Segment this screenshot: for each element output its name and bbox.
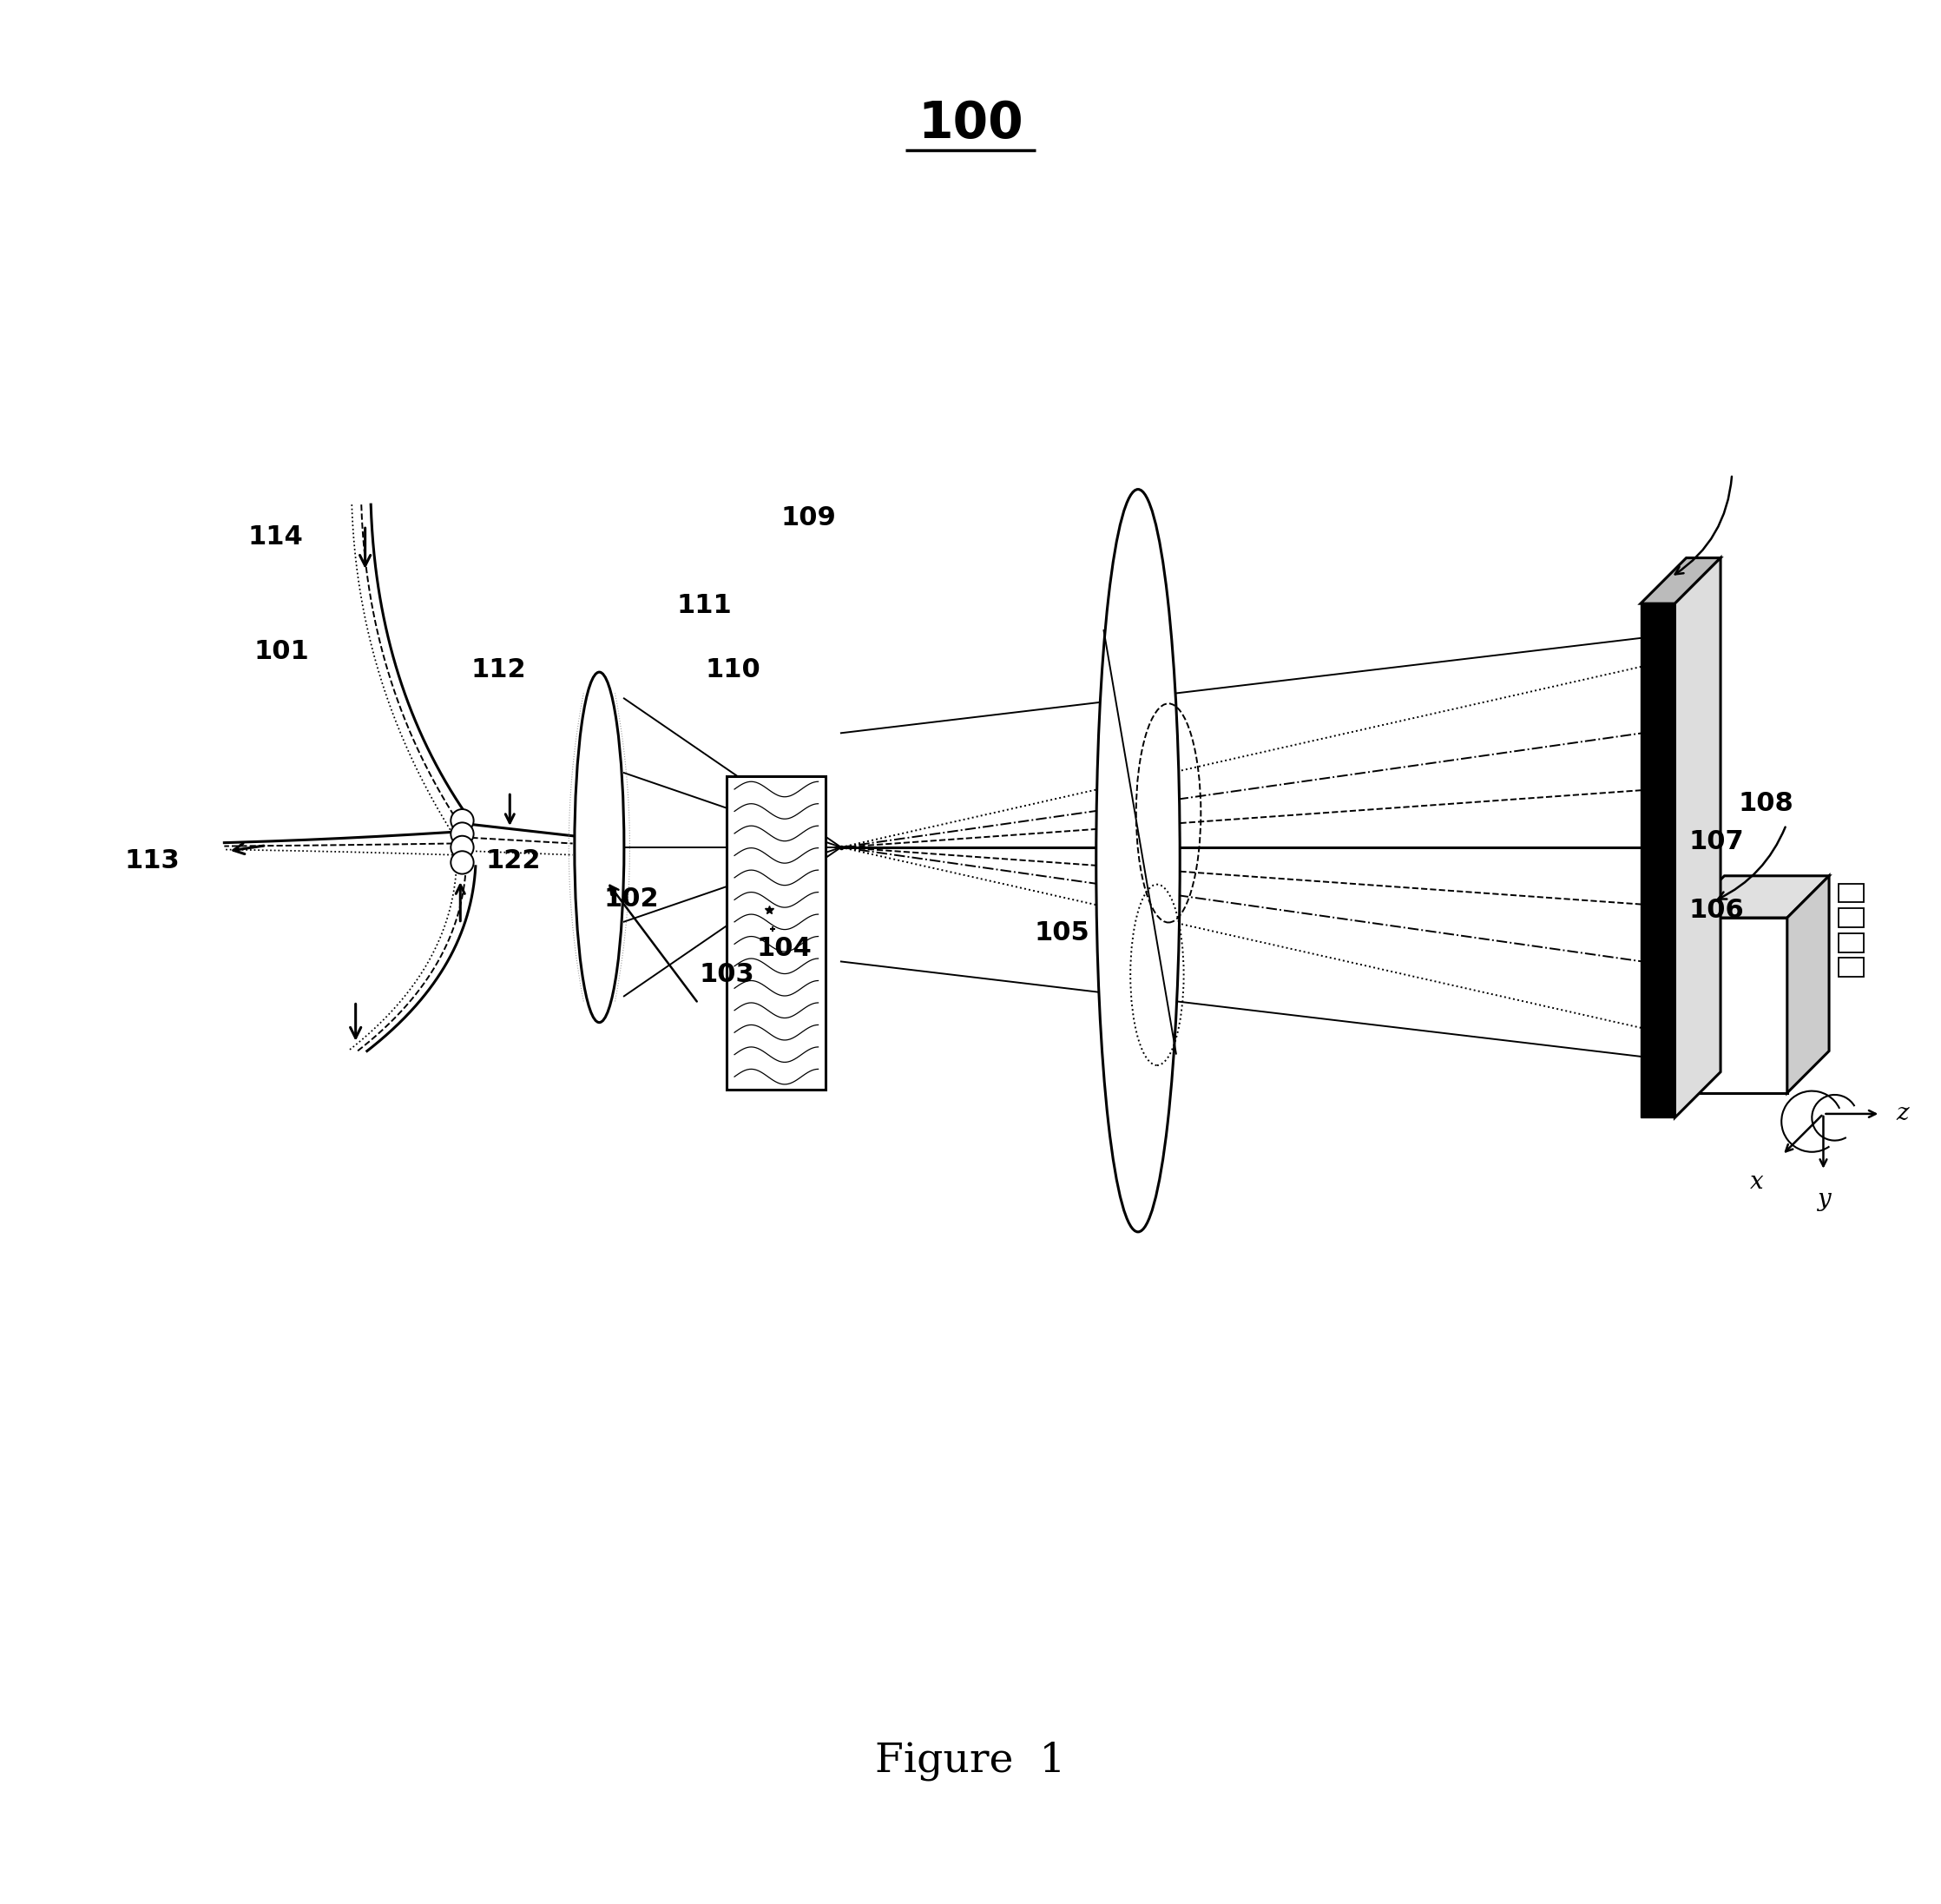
Bar xyxy=(1683,918,1788,1093)
Text: 100: 100 xyxy=(918,99,1023,149)
Text: 122: 122 xyxy=(485,847,542,874)
Circle shape xyxy=(450,851,474,874)
Text: 107: 107 xyxy=(1689,828,1745,855)
Text: 112: 112 xyxy=(472,657,526,684)
Ellipse shape xyxy=(575,672,625,1022)
Text: 102: 102 xyxy=(604,885,660,912)
Polygon shape xyxy=(1788,876,1828,1093)
Text: z: z xyxy=(1896,1102,1908,1125)
Text: 104: 104 xyxy=(757,935,811,962)
Text: y: y xyxy=(1817,1188,1830,1211)
Bar xyxy=(726,777,825,1089)
Text: 101: 101 xyxy=(254,638,309,664)
Text: 114: 114 xyxy=(248,524,303,550)
Polygon shape xyxy=(1675,558,1720,1118)
Text: 106: 106 xyxy=(1689,897,1745,923)
Text: 113: 113 xyxy=(124,847,179,874)
Bar xyxy=(1640,604,1675,1118)
Circle shape xyxy=(450,836,474,859)
Text: 108: 108 xyxy=(1739,790,1793,817)
Circle shape xyxy=(450,809,474,832)
Polygon shape xyxy=(1683,876,1828,918)
Text: 103: 103 xyxy=(699,962,755,988)
Bar xyxy=(1838,908,1863,927)
Text: 110: 110 xyxy=(705,657,761,684)
Text: x: x xyxy=(1749,1171,1762,1194)
Text: Figure  1: Figure 1 xyxy=(875,1742,1066,1780)
Bar xyxy=(1838,958,1863,977)
Text: 109: 109 xyxy=(780,505,837,531)
Ellipse shape xyxy=(1097,489,1180,1232)
Text: 105: 105 xyxy=(1035,920,1089,946)
Text: 111: 111 xyxy=(675,592,732,619)
Bar xyxy=(1838,883,1863,902)
Bar xyxy=(1838,933,1863,952)
Circle shape xyxy=(450,823,474,845)
Polygon shape xyxy=(1640,558,1720,604)
